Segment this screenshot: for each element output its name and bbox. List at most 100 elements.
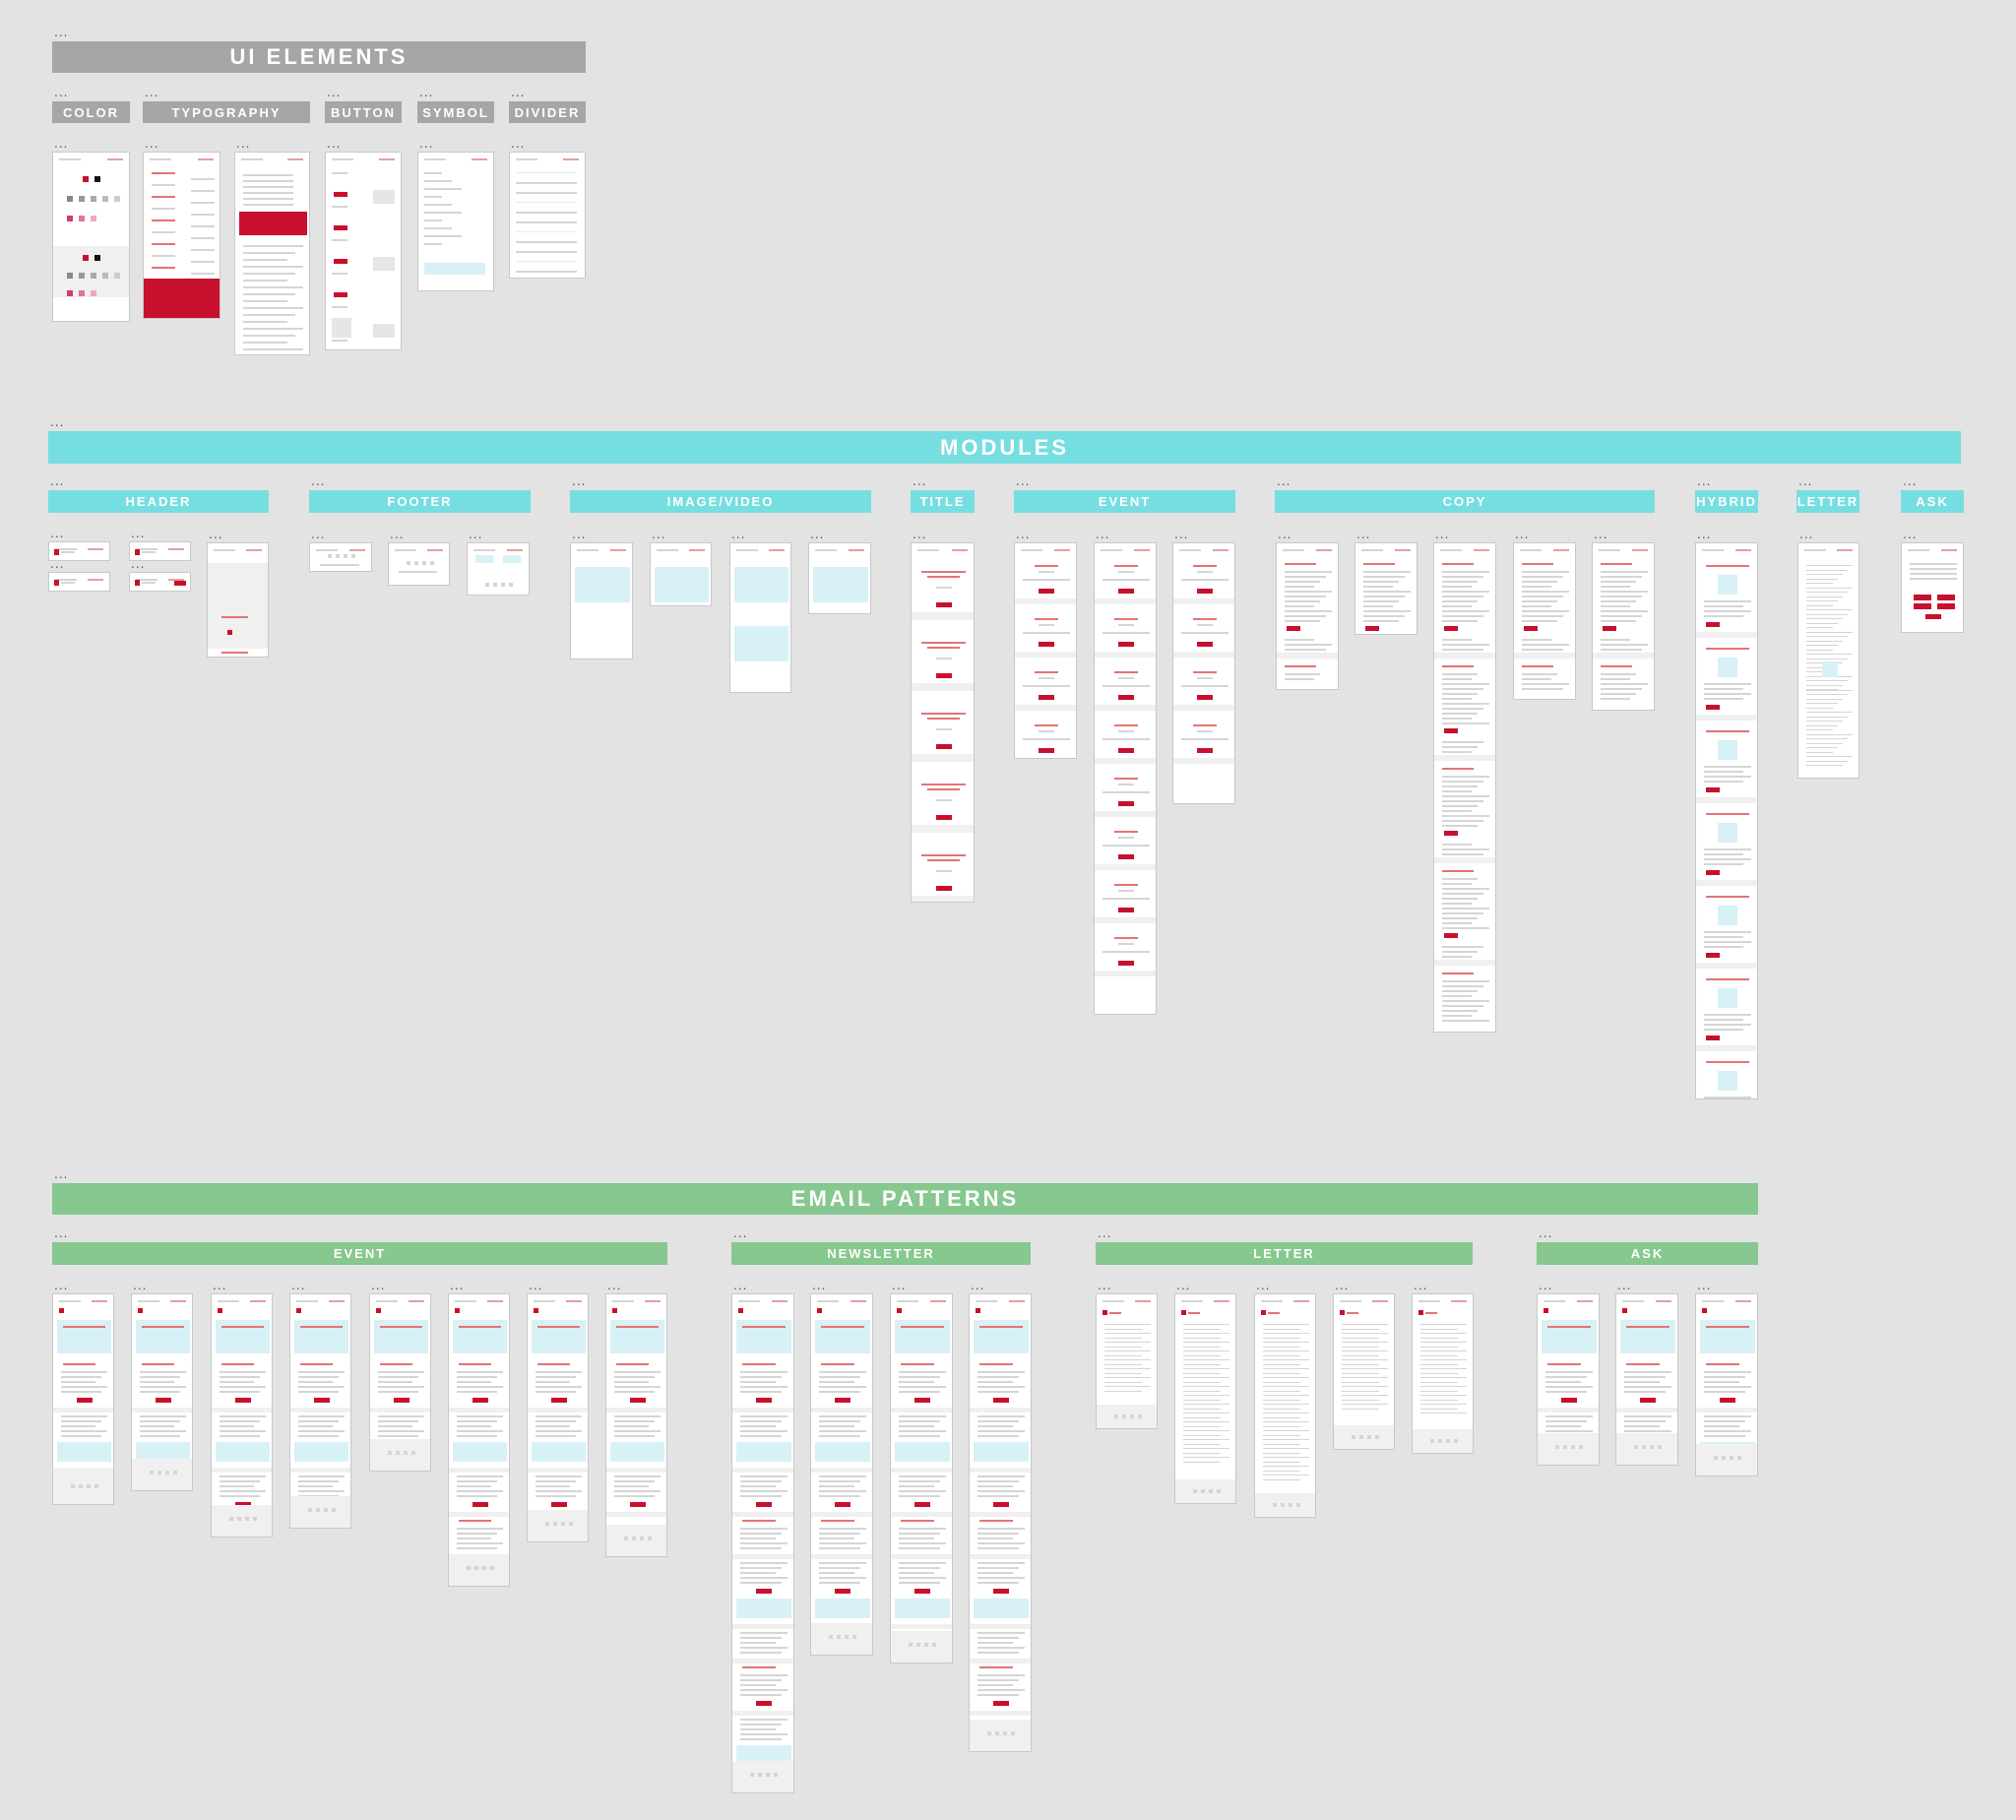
more-options-icon[interactable]: ... bbox=[371, 1279, 386, 1292]
artboard-thumbnail[interactable] bbox=[810, 1293, 873, 1656]
artboard-thumbnail[interactable] bbox=[129, 572, 191, 592]
more-options-icon[interactable]: ... bbox=[1903, 474, 1918, 488]
more-options-icon[interactable]: ... bbox=[1798, 474, 1813, 488]
artboard-thumbnail[interactable] bbox=[605, 1293, 667, 1557]
subsection-image-video[interactable]: IMAGE/VIDEO bbox=[570, 490, 871, 513]
more-options-icon[interactable]: ... bbox=[1016, 474, 1031, 488]
artboard-thumbnail[interactable] bbox=[1172, 542, 1235, 804]
subsection-event[interactable]: EVENT bbox=[52, 1242, 667, 1265]
artboard-thumbnail[interactable] bbox=[309, 542, 372, 572]
subsection-divider[interactable]: DIVIDER bbox=[509, 101, 586, 123]
more-options-icon[interactable]: ... bbox=[572, 528, 587, 541]
more-options-icon[interactable]: ... bbox=[131, 557, 146, 571]
subsection-footer[interactable]: FOOTER bbox=[309, 490, 531, 513]
more-options-icon[interactable]: ... bbox=[1098, 1226, 1112, 1240]
more-options-icon[interactable]: ... bbox=[1256, 1279, 1271, 1292]
artboard-thumbnail[interactable] bbox=[527, 1293, 589, 1542]
more-options-icon[interactable]: ... bbox=[213, 1279, 227, 1292]
artboard-thumbnail[interactable] bbox=[1513, 542, 1576, 700]
more-options-icon[interactable]: ... bbox=[311, 474, 326, 488]
more-options-icon[interactable]: ... bbox=[145, 86, 159, 99]
artboard-thumbnail[interactable] bbox=[48, 572, 110, 592]
more-options-icon[interactable]: ... bbox=[54, 137, 69, 151]
more-options-icon[interactable]: ... bbox=[50, 415, 65, 429]
artboard-thumbnail[interactable] bbox=[467, 542, 530, 596]
subsection-header[interactable]: HEADER bbox=[48, 490, 269, 513]
artboard-thumbnail[interactable] bbox=[1615, 1293, 1678, 1466]
artboard-thumbnail[interactable] bbox=[1333, 1293, 1395, 1450]
artboard-thumbnail[interactable] bbox=[325, 152, 402, 350]
more-options-icon[interactable]: ... bbox=[652, 528, 666, 541]
more-options-icon[interactable]: ... bbox=[812, 1279, 827, 1292]
artboard-thumbnail[interactable] bbox=[52, 152, 130, 322]
more-options-icon[interactable]: ... bbox=[131, 527, 146, 540]
artboard-thumbnail[interactable] bbox=[1354, 542, 1418, 635]
more-options-icon[interactable]: ... bbox=[733, 1279, 748, 1292]
artboard-thumbnail[interactable] bbox=[207, 542, 269, 658]
artboard-thumbnail[interactable] bbox=[1096, 1293, 1158, 1429]
subsection-newsletter[interactable]: NEWSLETTER bbox=[731, 1242, 1031, 1265]
more-options-icon[interactable]: ... bbox=[133, 1279, 148, 1292]
more-options-icon[interactable]: ... bbox=[1697, 1279, 1712, 1292]
more-options-icon[interactable]: ... bbox=[1617, 1279, 1632, 1292]
more-options-icon[interactable]: ... bbox=[1903, 528, 1918, 541]
more-options-icon[interactable]: ... bbox=[236, 137, 251, 151]
more-options-icon[interactable]: ... bbox=[529, 1279, 543, 1292]
more-options-icon[interactable]: ... bbox=[572, 474, 587, 488]
artboard-thumbnail[interactable] bbox=[417, 152, 494, 291]
section-header-email-patterns[interactable]: EMAIL PATTERNS bbox=[52, 1183, 1758, 1215]
artboard-thumbnail[interactable] bbox=[1901, 542, 1964, 633]
more-options-icon[interactable]: ... bbox=[50, 474, 65, 488]
more-options-icon[interactable]: ... bbox=[1174, 528, 1189, 541]
more-options-icon[interactable]: ... bbox=[1435, 528, 1450, 541]
more-options-icon[interactable]: ... bbox=[209, 528, 223, 541]
more-options-icon[interactable]: ... bbox=[54, 1167, 69, 1181]
subsection-button[interactable]: BUTTON bbox=[325, 101, 402, 123]
more-options-icon[interactable]: ... bbox=[145, 137, 159, 151]
more-options-icon[interactable]: ... bbox=[54, 26, 69, 39]
more-options-icon[interactable]: ... bbox=[327, 86, 342, 99]
subsection-hybrid[interactable]: HYBRID bbox=[1695, 490, 1758, 513]
artboard-thumbnail[interactable] bbox=[570, 542, 633, 659]
more-options-icon[interactable]: ... bbox=[450, 1279, 465, 1292]
more-options-icon[interactable]: ... bbox=[731, 528, 746, 541]
subsection-typography[interactable]: TYPOGRAPHY bbox=[143, 101, 310, 123]
artboard-thumbnail[interactable] bbox=[1174, 1293, 1236, 1504]
subsection-ask[interactable]: ASK bbox=[1901, 490, 1964, 513]
artboard-thumbnail[interactable] bbox=[369, 1293, 431, 1472]
subsection-title[interactable]: TITLE bbox=[911, 490, 975, 513]
artboard-thumbnail[interactable] bbox=[52, 1293, 114, 1505]
artboard-thumbnail[interactable] bbox=[388, 542, 450, 586]
artboard-thumbnail[interactable] bbox=[1014, 542, 1077, 759]
subsection-copy[interactable]: COPY bbox=[1275, 490, 1655, 513]
more-options-icon[interactable]: ... bbox=[913, 528, 927, 541]
more-options-icon[interactable]: ... bbox=[511, 86, 526, 99]
artboard-thumbnail[interactable] bbox=[1412, 1293, 1474, 1454]
more-options-icon[interactable]: ... bbox=[1356, 528, 1371, 541]
more-options-icon[interactable]: ... bbox=[1697, 528, 1712, 541]
artboard-thumbnail[interactable] bbox=[131, 1293, 193, 1491]
more-options-icon[interactable]: ... bbox=[50, 557, 65, 571]
artboard-thumbnail[interactable] bbox=[1592, 542, 1655, 711]
more-options-icon[interactable]: ... bbox=[511, 137, 526, 151]
more-options-icon[interactable]: ... bbox=[419, 137, 434, 151]
more-options-icon[interactable]: ... bbox=[1414, 1279, 1428, 1292]
artboard-thumbnail[interactable] bbox=[729, 542, 791, 693]
subsection-letter[interactable]: LETTER bbox=[1796, 490, 1859, 513]
artboard-thumbnail[interactable] bbox=[911, 542, 975, 903]
section-header-ui-elements[interactable]: UI ELEMENTS bbox=[52, 41, 586, 73]
artboard-thumbnail[interactable] bbox=[509, 152, 586, 279]
subsection-symbol[interactable]: SYMBOL bbox=[417, 101, 494, 123]
more-options-icon[interactable]: ... bbox=[1539, 1226, 1553, 1240]
artboard-thumbnail[interactable] bbox=[1276, 542, 1339, 690]
artboard-thumbnail[interactable] bbox=[969, 1293, 1032, 1752]
artboard-thumbnail[interactable] bbox=[211, 1293, 273, 1538]
artboard-thumbnail[interactable] bbox=[731, 1293, 794, 1793]
more-options-icon[interactable]: ... bbox=[1098, 1279, 1112, 1292]
more-options-icon[interactable]: ... bbox=[54, 1226, 69, 1240]
more-options-icon[interactable]: ... bbox=[733, 1226, 748, 1240]
more-options-icon[interactable]: ... bbox=[1096, 528, 1110, 541]
more-options-icon[interactable]: ... bbox=[1594, 528, 1608, 541]
more-options-icon[interactable]: ... bbox=[469, 528, 483, 541]
more-options-icon[interactable]: ... bbox=[390, 528, 405, 541]
